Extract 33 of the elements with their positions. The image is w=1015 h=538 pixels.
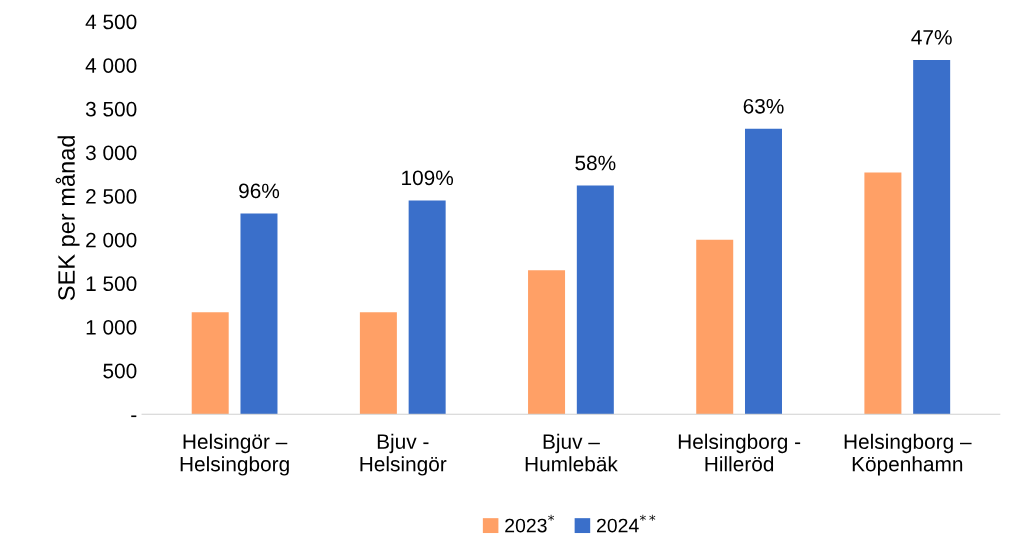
legend-label: 2024$^{**}$ [597,514,656,533]
bar [913,59,951,415]
bar [408,200,446,415]
y-tick-label: 3 000 [85,145,137,161]
bar [240,213,278,415]
annotation: 63% [743,98,784,114]
x-tick-label: Bjuv – Humlebäk [525,433,618,472]
annotation: 58% [575,155,616,171]
y-tick-label: 2 000 [86,232,137,248]
y-tick-label: 3 500 [85,101,137,117]
bar [696,239,734,415]
bar [576,185,614,415]
bar [191,312,229,415]
y-axis-title: SEK per månad [55,136,80,301]
bar [864,172,902,415]
x-tick-label: Helsingborg – Köpenhamn [844,433,972,476]
y-tick-label: 2 500 [86,189,137,204]
y-tick-label: 4 000 [85,58,137,73]
bar [359,312,397,415]
x-tick-label: Bjuv - Helsingör [360,433,447,476]
y-tick-label: 1 000 [86,319,137,335]
annotation: 47% [911,30,952,45]
bar [745,128,782,415]
y-tick-label: 1 500 [86,276,137,292]
y-tick-label: 4 500 [85,14,137,30]
x-tick-label: Helsingborg - Hilleröd [678,433,801,472]
annotation: 109% [402,170,454,186]
legend-label: 2023$^{*}$ [505,514,555,533]
y-tick-label: 500 [103,363,137,379]
x-tick-label: Helsingör – Helsingborg [180,433,289,476]
y-tick-label: - [131,415,137,418]
bar [528,270,566,415]
annotation: 96% [239,183,280,199]
